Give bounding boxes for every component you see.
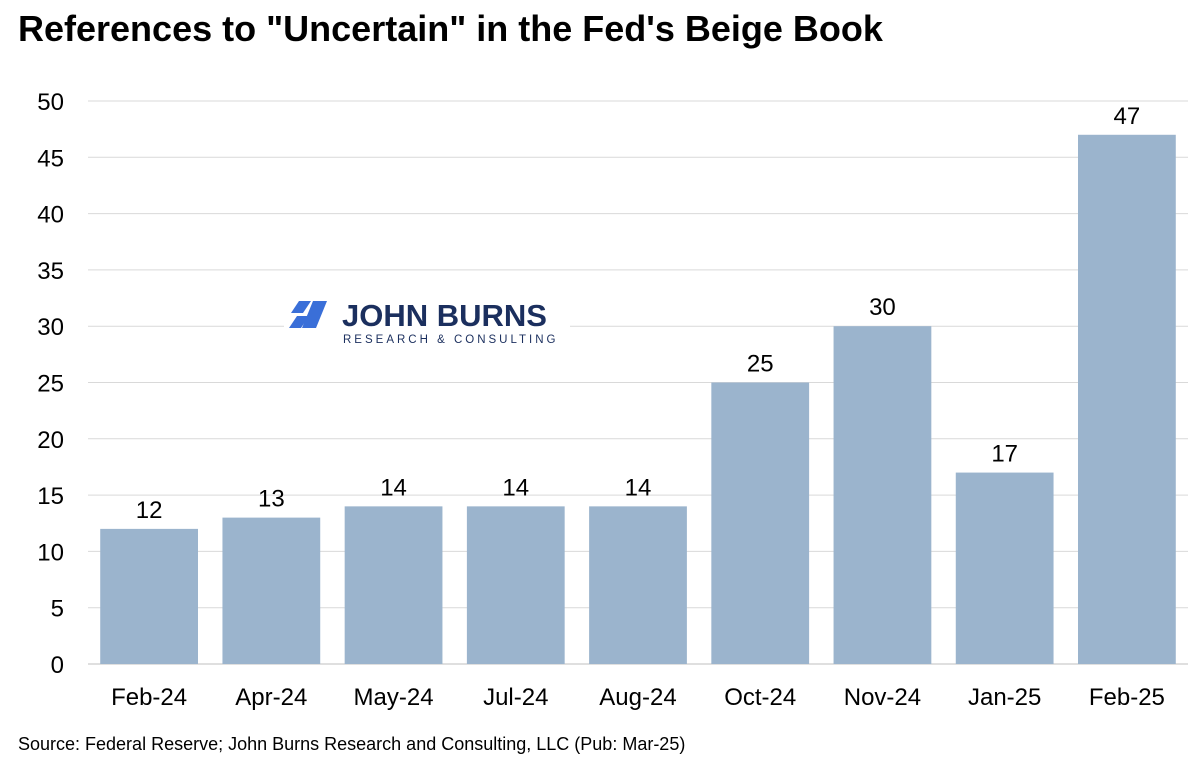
- x-tick-label: May-24: [354, 684, 434, 711]
- x-tick-label: Jan-25: [968, 684, 1041, 711]
- x-axis-tick-labels: Feb-24 Apr-24 May-24 Jul-24 Aug-24 Oct-24 Nov-…: [111, 684, 1165, 711]
- x-tick-label: Aug-24: [599, 684, 676, 711]
- bar: [589, 506, 687, 664]
- x-tick-label: Jul-24: [483, 684, 548, 711]
- x-tick-label: Feb-24: [111, 684, 187, 711]
- bar: [344, 506, 443, 664]
- y-tick-label: 20: [37, 427, 64, 454]
- data-label: 14: [502, 474, 529, 501]
- data-label: 30: [869, 294, 896, 321]
- bar: [711, 382, 810, 664]
- y-tick-label: 25: [37, 371, 64, 398]
- y-tick-label: 15: [37, 483, 64, 510]
- bar: [222, 517, 321, 664]
- data-label: 14: [625, 474, 652, 501]
- logo-name: JOHN BURNS: [342, 298, 547, 333]
- data-label: 13: [258, 486, 285, 513]
- source-note: Source: Federal Reserve; John Burns Rese…: [18, 734, 686, 754]
- y-tick-label: 0: [51, 652, 64, 679]
- y-tick-label: 40: [37, 202, 64, 229]
- y-tick-label: 45: [37, 145, 64, 172]
- x-tick-label: Feb-25: [1089, 684, 1165, 711]
- y-tick-label: 50: [37, 89, 64, 116]
- bar: [833, 326, 932, 664]
- y-tick-label: 10: [37, 539, 64, 566]
- john-burns-logo: JOHN BURNS RESEARCH & CONSULTING: [284, 293, 570, 346]
- y-tick-label: 35: [37, 258, 64, 285]
- chart-title: References to "Uncertain" in the Fed's B…: [18, 8, 883, 49]
- data-labels: 12 13 14 14 14 25 30 17 47: [136, 103, 1140, 524]
- logo-background: [284, 293, 570, 345]
- data-label: 47: [1114, 103, 1141, 130]
- data-label: 14: [380, 474, 407, 501]
- y-tick-label: 5: [51, 596, 64, 623]
- data-label: 25: [747, 351, 774, 378]
- john-burns-logo-mark-icon: [289, 301, 327, 328]
- data-label: 12: [136, 497, 163, 524]
- x-tick-label: Oct-24: [724, 684, 796, 711]
- y-tick-label: 30: [37, 314, 64, 341]
- bar: [466, 506, 565, 664]
- x-tick-label: Apr-24: [235, 684, 307, 711]
- x-tick-label: Nov-24: [844, 684, 921, 711]
- bar: [100, 528, 198, 664]
- bar: [955, 472, 1054, 664]
- bars: [100, 134, 1176, 664]
- y-axis-tick-labels: 0 5 10 15 20 25 30 35 40 45 50: [37, 89, 64, 679]
- logo-subtitle: RESEARCH & CONSULTING: [343, 334, 559, 346]
- data-label: 17: [991, 441, 1018, 468]
- bar: [1078, 134, 1176, 664]
